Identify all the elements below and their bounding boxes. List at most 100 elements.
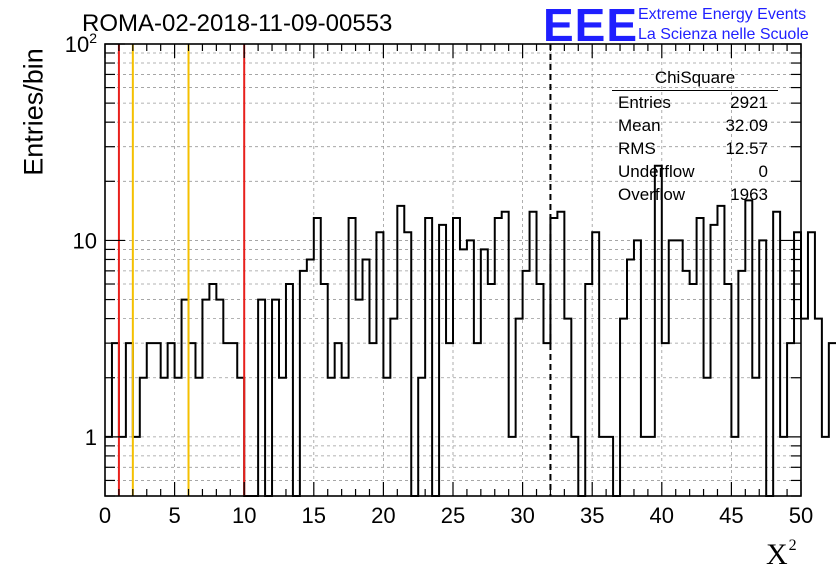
x-tick-label: 10 <box>232 503 256 528</box>
histogram-bin <box>237 378 244 496</box>
histogram-bin <box>543 343 550 496</box>
histogram-bin <box>627 259 634 496</box>
histogram-bin <box>112 343 119 496</box>
histogram-bin <box>669 240 676 496</box>
histogram-bin <box>592 232 599 496</box>
x-tick-label: 20 <box>371 503 395 528</box>
histogram-bin <box>460 249 467 496</box>
histogram-bin <box>550 218 557 496</box>
x-axis-label: X2 <box>766 537 797 571</box>
histogram-bin <box>662 343 669 496</box>
histogram-bin <box>606 437 613 496</box>
histogram-bin <box>655 166 662 496</box>
stats-value: 0 <box>758 162 768 181</box>
stats-label: Overflow <box>618 185 686 204</box>
chart-title: ROMA-02-2018-11-09-00553 <box>82 10 393 37</box>
logo-line-1: Extreme Energy Events <box>638 6 807 23</box>
x-tick-label: 30 <box>510 503 534 528</box>
histogram-bin <box>690 284 697 496</box>
histogram-bin <box>571 437 578 496</box>
histogram-bin <box>801 319 808 496</box>
x-tick-label: 35 <box>580 503 604 528</box>
histogram-bin <box>683 271 690 496</box>
histogram-bin <box>815 319 822 496</box>
histogram-bin <box>523 271 530 496</box>
y-tick-label: 102 <box>65 30 97 57</box>
stats-label: RMS <box>618 139 656 158</box>
histogram-bin <box>697 218 704 496</box>
histogram-bin <box>829 343 836 496</box>
histogram-bin <box>328 378 335 496</box>
histogram-bin <box>349 218 356 496</box>
histogram-bin <box>495 218 502 496</box>
stats-value: 1963 <box>730 185 768 204</box>
histogram-bin <box>564 319 571 496</box>
histogram-bin <box>161 378 168 496</box>
histogram-bin <box>731 437 738 496</box>
stats-label: Entries <box>618 93 671 112</box>
histogram-bin <box>704 378 711 496</box>
histogram-bin <box>286 284 293 496</box>
stats-value: 2921 <box>730 93 768 112</box>
histogram-bin <box>209 284 216 496</box>
histogram-bin <box>126 343 133 496</box>
stats-row: Entries 2921 <box>612 91 778 114</box>
histogram-bin <box>717 206 724 496</box>
histogram-bin <box>314 218 321 496</box>
histogram-bin <box>182 300 189 496</box>
histogram-bin <box>383 378 390 496</box>
stats-row: Overflow 1963 <box>612 183 778 206</box>
histogram-bin <box>620 319 627 496</box>
histogram-bin <box>745 200 752 496</box>
histogram-bin <box>230 343 237 496</box>
histogram-bin <box>147 343 154 496</box>
y-axis-label: Entries/bin <box>18 48 49 176</box>
histogram-bin <box>216 300 223 496</box>
histogram-bin <box>335 343 342 496</box>
histogram-bin <box>258 300 265 496</box>
stats-row: Underflow 0 <box>612 160 778 183</box>
histogram-bin <box>641 437 648 496</box>
histogram-bin <box>133 437 140 496</box>
y-tick-label: 1 <box>85 425 97 450</box>
histogram-bin <box>397 206 404 496</box>
histogram-bin <box>300 271 307 496</box>
stats-value: 32.09 <box>725 116 768 135</box>
histogram-bin <box>119 437 126 496</box>
histogram-bin <box>342 378 349 496</box>
histogram-bin <box>272 300 279 496</box>
histogram-bin <box>189 343 196 496</box>
histogram-bin <box>634 240 641 496</box>
histogram-bin <box>202 300 209 496</box>
histogram-bin <box>154 343 161 496</box>
histogram-bin <box>780 437 787 496</box>
histogram-bin <box>307 259 314 496</box>
x-tick-label: 40 <box>650 503 674 528</box>
x-tick-label: 5 <box>168 503 180 528</box>
stats-title: ChiSquare <box>612 68 778 91</box>
x-tick-label: 25 <box>441 503 465 528</box>
histogram-bin <box>168 343 175 496</box>
histogram-bin <box>773 212 780 496</box>
histogram-bin <box>738 271 745 496</box>
histogram-bin <box>557 212 564 496</box>
stats-label: Mean <box>618 116 661 135</box>
histogram-bin <box>808 232 815 496</box>
histogram-bin <box>516 319 523 496</box>
histogram-bin <box>356 300 363 496</box>
histogram-bin <box>223 343 230 496</box>
histogram-line <box>105 164 836 497</box>
histogram-bin <box>363 259 370 496</box>
histogram-bin <box>140 378 147 496</box>
x-tick-label: 50 <box>789 503 813 528</box>
histogram-bin <box>585 284 592 496</box>
histogram-bin <box>376 232 383 496</box>
histogram-bin <box>537 284 544 496</box>
logo-line-2: La Scienza nelle Scuole <box>638 26 809 43</box>
y-tick-label: 10 <box>73 228 97 253</box>
histogram-bin <box>279 378 286 496</box>
histogram-bin <box>676 240 683 496</box>
stats-row: RMS 12.57 <box>612 137 778 160</box>
x-tick-label: 0 <box>99 503 111 528</box>
